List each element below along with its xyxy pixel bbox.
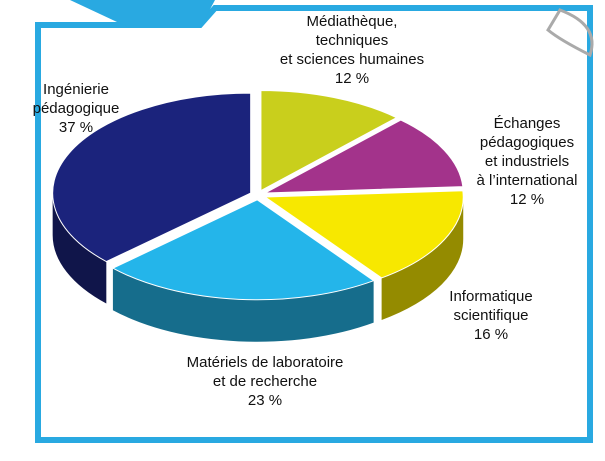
slice-label: Informatique scientifique bbox=[391, 287, 591, 325]
slice-label: Médiathèque, techniques et sciences huma… bbox=[252, 12, 452, 69]
value-label: 16 % bbox=[391, 325, 591, 344]
value-label: 37 % bbox=[0, 118, 176, 137]
slice-label: Ingénierie pédagogique bbox=[0, 80, 176, 118]
clip-decoration bbox=[548, 10, 592, 55]
value-label: 23 % bbox=[165, 391, 365, 410]
slice-label: Échanges pédagogiques et industriels à l… bbox=[427, 114, 605, 190]
slice-label: Matériels de laboratoire et de recherche bbox=[165, 353, 365, 391]
value-label: 12 % bbox=[252, 69, 452, 88]
value-label: 12 % bbox=[427, 190, 605, 209]
page: Médiathèque, techniques et sciences huma… bbox=[0, 0, 605, 461]
